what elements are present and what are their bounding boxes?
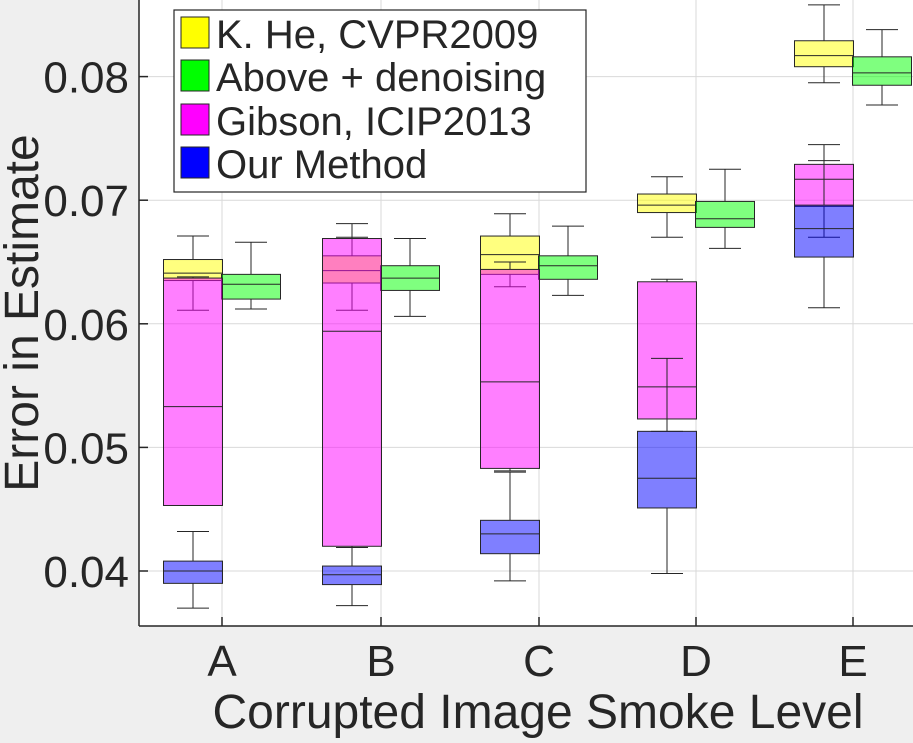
legend-label: K. He, CVPR2009 <box>216 13 538 57</box>
box-A <box>221 241 281 310</box>
x-axis-label: Corrupted Image Smoke Level <box>213 686 864 739</box>
box-E <box>852 29 912 106</box>
box-A <box>163 276 223 506</box>
legend-swatch <box>180 103 210 136</box>
box-iqr <box>852 56 912 86</box>
x-tick-label: E <box>838 637 867 686</box>
y-tick-label: 0.05 <box>43 424 129 473</box>
box-iqr <box>794 40 854 68</box>
box-B <box>322 547 382 607</box>
box-iqr <box>480 268 540 469</box>
legend-label: Our Method <box>216 143 427 187</box>
axis-lines <box>138 0 913 627</box>
legend-label: Gibson, ICIP2013 <box>216 100 532 144</box>
box-E <box>794 160 854 309</box>
x-tick-label: C <box>523 637 555 686</box>
box-iqr <box>794 204 854 258</box>
box-iqr <box>163 560 223 584</box>
box-D <box>637 357 697 574</box>
box-B <box>380 238 440 317</box>
series-1 <box>221 29 912 317</box>
box-E <box>794 4 854 84</box>
series-3 <box>163 160 854 609</box>
legend-swatch <box>180 146 210 179</box>
x-axis-ticks: A B C D E <box>207 617 868 686</box>
box-A <box>163 530 223 609</box>
y-axis-label: Error in Estimate <box>0 134 49 491</box>
box-C <box>538 225 598 296</box>
box-iqr <box>221 273 281 300</box>
box-iqr <box>637 430 697 509</box>
box-C <box>480 261 540 472</box>
legend-box <box>173 9 587 193</box>
box-C <box>480 471 540 582</box>
y-tick-label: 0.08 <box>43 54 129 103</box>
box-iqr <box>322 565 382 586</box>
box-series <box>163 4 912 609</box>
x-tick-label: A <box>207 637 237 686</box>
box-iqr <box>695 200 755 228</box>
series-2 <box>163 144 854 549</box>
legend-swatch <box>180 59 210 92</box>
y-tick-label: 0.06 <box>43 301 129 350</box>
x-tick-label: D <box>680 637 712 686</box>
box-iqr <box>163 277 223 506</box>
box-iqr <box>322 238 382 547</box>
legend-label: Above + denoising <box>216 56 546 100</box>
box-iqr <box>538 255 598 280</box>
y-axis-ticks: 0.04 0.05 0.06 0.07 0.08 <box>43 54 148 597</box>
box-D <box>695 168 755 249</box>
y-tick-label: 0.04 <box>43 548 129 597</box>
x-tick-label: B <box>366 637 395 686</box>
legend-swatch <box>180 16 210 49</box>
box-iqr <box>637 193 697 214</box>
box-B <box>322 236 382 549</box>
box-iqr <box>480 519 540 555</box>
y-tick-label: 0.07 <box>43 177 129 226</box>
